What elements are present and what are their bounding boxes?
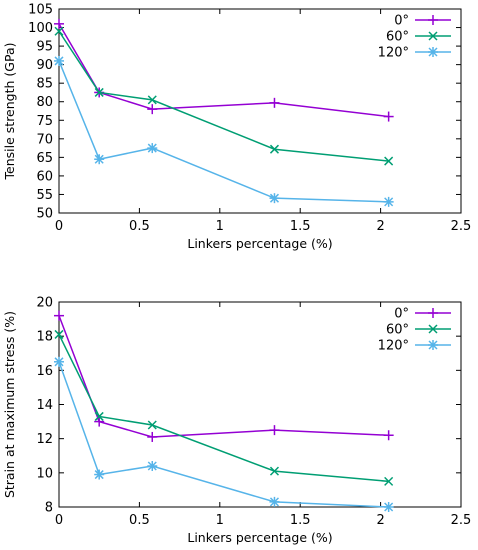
data-point bbox=[147, 143, 158, 154]
data-point bbox=[269, 466, 280, 476]
legend-marker bbox=[428, 340, 438, 350]
x-tick-label: 1 bbox=[216, 219, 224, 234]
series-line bbox=[58, 30, 389, 162]
y-tick-label: 95 bbox=[36, 40, 53, 55]
data-point bbox=[147, 104, 158, 115]
data-point bbox=[384, 476, 394, 486]
data-point bbox=[147, 431, 158, 442]
series-line bbox=[58, 315, 389, 438]
x-axis-title: Linkers percentage (%) bbox=[187, 530, 332, 545]
data-point bbox=[269, 144, 280, 154]
legend-marker bbox=[428, 31, 438, 41]
y-axis-title: Tensile strength (GPa) bbox=[2, 43, 17, 181]
legend-label: 60° bbox=[386, 30, 409, 45]
y-tick-label: 70 bbox=[36, 132, 53, 147]
x-tick-label: 0 bbox=[55, 219, 63, 234]
data-point bbox=[384, 156, 394, 166]
y-tick-label: 100 bbox=[28, 21, 53, 36]
legend-marker bbox=[428, 308, 438, 318]
data-point bbox=[94, 469, 105, 480]
data-point bbox=[147, 461, 158, 471]
series-2 bbox=[54, 329, 394, 486]
y-tick-label: 105 bbox=[28, 3, 53, 18]
data-point bbox=[54, 26, 64, 36]
y-tick-label: 10 bbox=[36, 466, 53, 481]
series-line bbox=[58, 361, 389, 508]
y-tick-label: 85 bbox=[36, 77, 53, 92]
y-tick-label: 14 bbox=[36, 398, 53, 413]
data-point bbox=[147, 420, 157, 430]
data-point bbox=[94, 154, 105, 165]
series-line bbox=[58, 23, 389, 118]
data-point bbox=[383, 196, 394, 207]
data-point bbox=[54, 356, 64, 367]
data-point bbox=[269, 193, 280, 204]
y-tick-label: 75 bbox=[36, 114, 53, 129]
data-point bbox=[54, 18, 64, 29]
series-1 bbox=[54, 18, 394, 122]
y-tick-label: 90 bbox=[36, 58, 53, 73]
y-tick-label: 18 bbox=[36, 330, 53, 345]
data-point bbox=[269, 97, 280, 108]
x-tick-label: 1.5 bbox=[290, 219, 311, 234]
data-point bbox=[54, 55, 64, 66]
legend-marker bbox=[428, 47, 438, 57]
series-line bbox=[58, 60, 389, 203]
series-3 bbox=[54, 55, 394, 207]
legend-label: 0° bbox=[394, 307, 409, 322]
x-tick-label: 1 bbox=[216, 513, 224, 528]
x-tick-label: 2 bbox=[376, 219, 384, 234]
data-point bbox=[94, 411, 104, 421]
series-2 bbox=[54, 26, 394, 166]
legend-label: 60° bbox=[386, 323, 409, 338]
x-tick-label: 0.5 bbox=[129, 219, 150, 234]
chart-2: 0 0.5 1 1.5 2 2.5 8 10 12 14 16 18 20 Linkers percent… bbox=[2, 296, 471, 546]
y-tick-label: 20 bbox=[36, 296, 53, 311]
series-1 bbox=[54, 310, 394, 442]
x-tick-label: 1.5 bbox=[290, 513, 311, 528]
data-point bbox=[383, 111, 394, 122]
y-tick-label: 80 bbox=[36, 95, 53, 110]
y-axis-title: Strain at maximum stress (%) bbox=[2, 311, 17, 498]
data-point bbox=[147, 95, 157, 105]
y-tick-label: 55 bbox=[36, 188, 53, 203]
data-point bbox=[383, 430, 394, 441]
chart-1: 0 0.5 1 1.5 2 2.5 50 55 60 65 70 75 80 85 90 95 100 105 Li… bbox=[2, 3, 471, 252]
y-tick-label: 65 bbox=[36, 151, 53, 166]
data-point bbox=[383, 502, 394, 512]
legend-marker bbox=[428, 324, 438, 334]
y-tick-label: 60 bbox=[36, 169, 53, 184]
x-tick-label: 0 bbox=[55, 513, 63, 528]
y-tick-label: 16 bbox=[36, 364, 53, 379]
legend-label: 0° bbox=[394, 14, 409, 29]
x-tick-label: 2.5 bbox=[451, 513, 472, 528]
data-point bbox=[54, 310, 64, 321]
y-tick-label: 12 bbox=[36, 432, 53, 447]
legend-marker bbox=[428, 15, 438, 25]
series-line bbox=[58, 334, 389, 483]
legend-label: 120° bbox=[378, 339, 409, 354]
data-point bbox=[94, 416, 105, 427]
y-tick-label: 50 bbox=[36, 207, 53, 222]
x-tick-label: 2.5 bbox=[451, 219, 472, 234]
data-point bbox=[54, 329, 64, 339]
data-point bbox=[269, 425, 280, 436]
legend-label: 120° bbox=[378, 46, 409, 61]
x-axis-title: Linkers percentage (%) bbox=[187, 236, 332, 251]
series-3 bbox=[54, 356, 394, 512]
data-point bbox=[269, 496, 280, 507]
data-point bbox=[94, 87, 104, 97]
plot-frame bbox=[58, 8, 462, 214]
y-tick-label: 8 bbox=[45, 501, 53, 516]
x-tick-label: 2 bbox=[376, 513, 384, 528]
x-tick-label: 0.5 bbox=[129, 513, 150, 528]
